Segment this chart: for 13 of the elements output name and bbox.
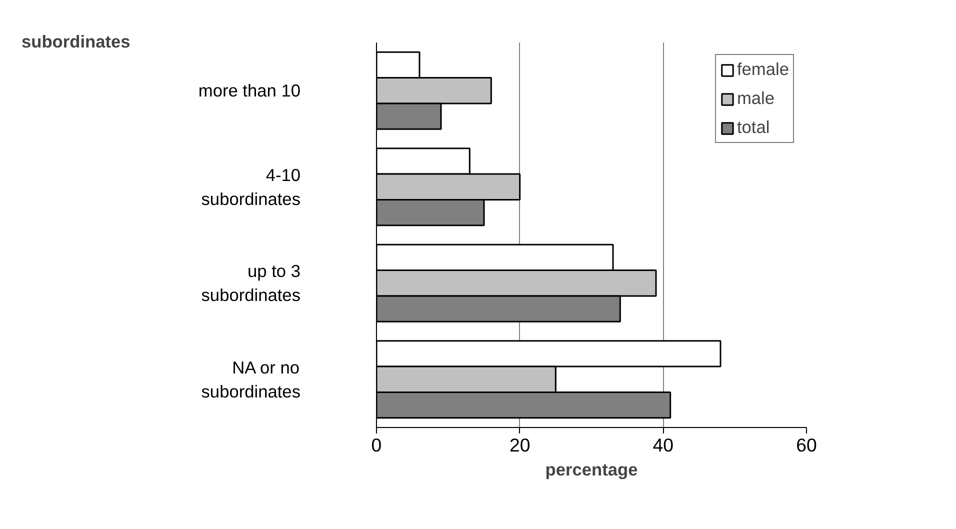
x-axis-title: percentage bbox=[545, 460, 638, 480]
x-tick-label: 60 bbox=[796, 434, 817, 456]
legend-label: female bbox=[736, 59, 789, 80]
legend-label: male bbox=[736, 88, 775, 109]
legend-label: total bbox=[736, 117, 770, 138]
y-axis-title: subordinates bbox=[22, 32, 130, 52]
x-tick-label: 0 bbox=[371, 434, 382, 456]
x-tick-label: 40 bbox=[652, 434, 674, 456]
y-tick-label: 4-10 subordinates bbox=[201, 164, 301, 209]
y-tick-label: up to 3 subordinates bbox=[201, 261, 301, 306]
x-tick-label: 20 bbox=[509, 434, 530, 456]
y-tick-label: NA or no subordinates bbox=[201, 357, 301, 402]
y-tick-label: more than 10 bbox=[198, 80, 300, 101]
